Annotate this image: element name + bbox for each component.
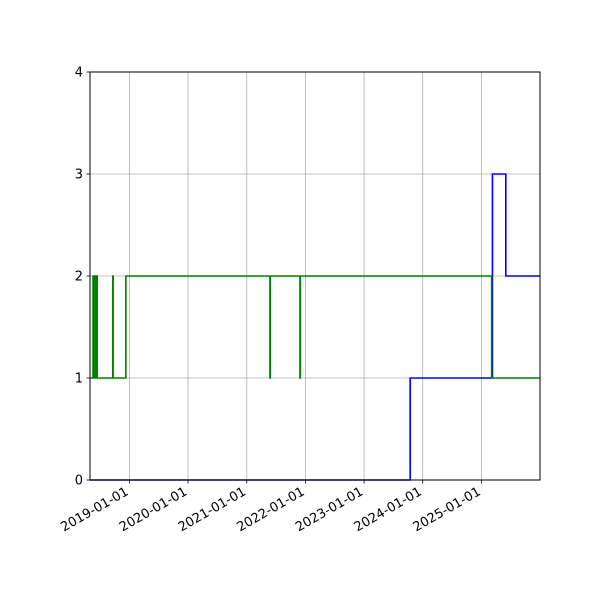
y-tick-label: 4 [75,66,83,81]
y-tick-label: 1 [75,372,83,387]
series-line-1 [90,173,540,481]
y-tick-label: 3 [75,168,83,183]
series-group [90,173,540,481]
y-tick-label: 2 [75,270,83,285]
y-tick-label: 0 [75,474,83,489]
series-line-2 [90,275,540,379]
